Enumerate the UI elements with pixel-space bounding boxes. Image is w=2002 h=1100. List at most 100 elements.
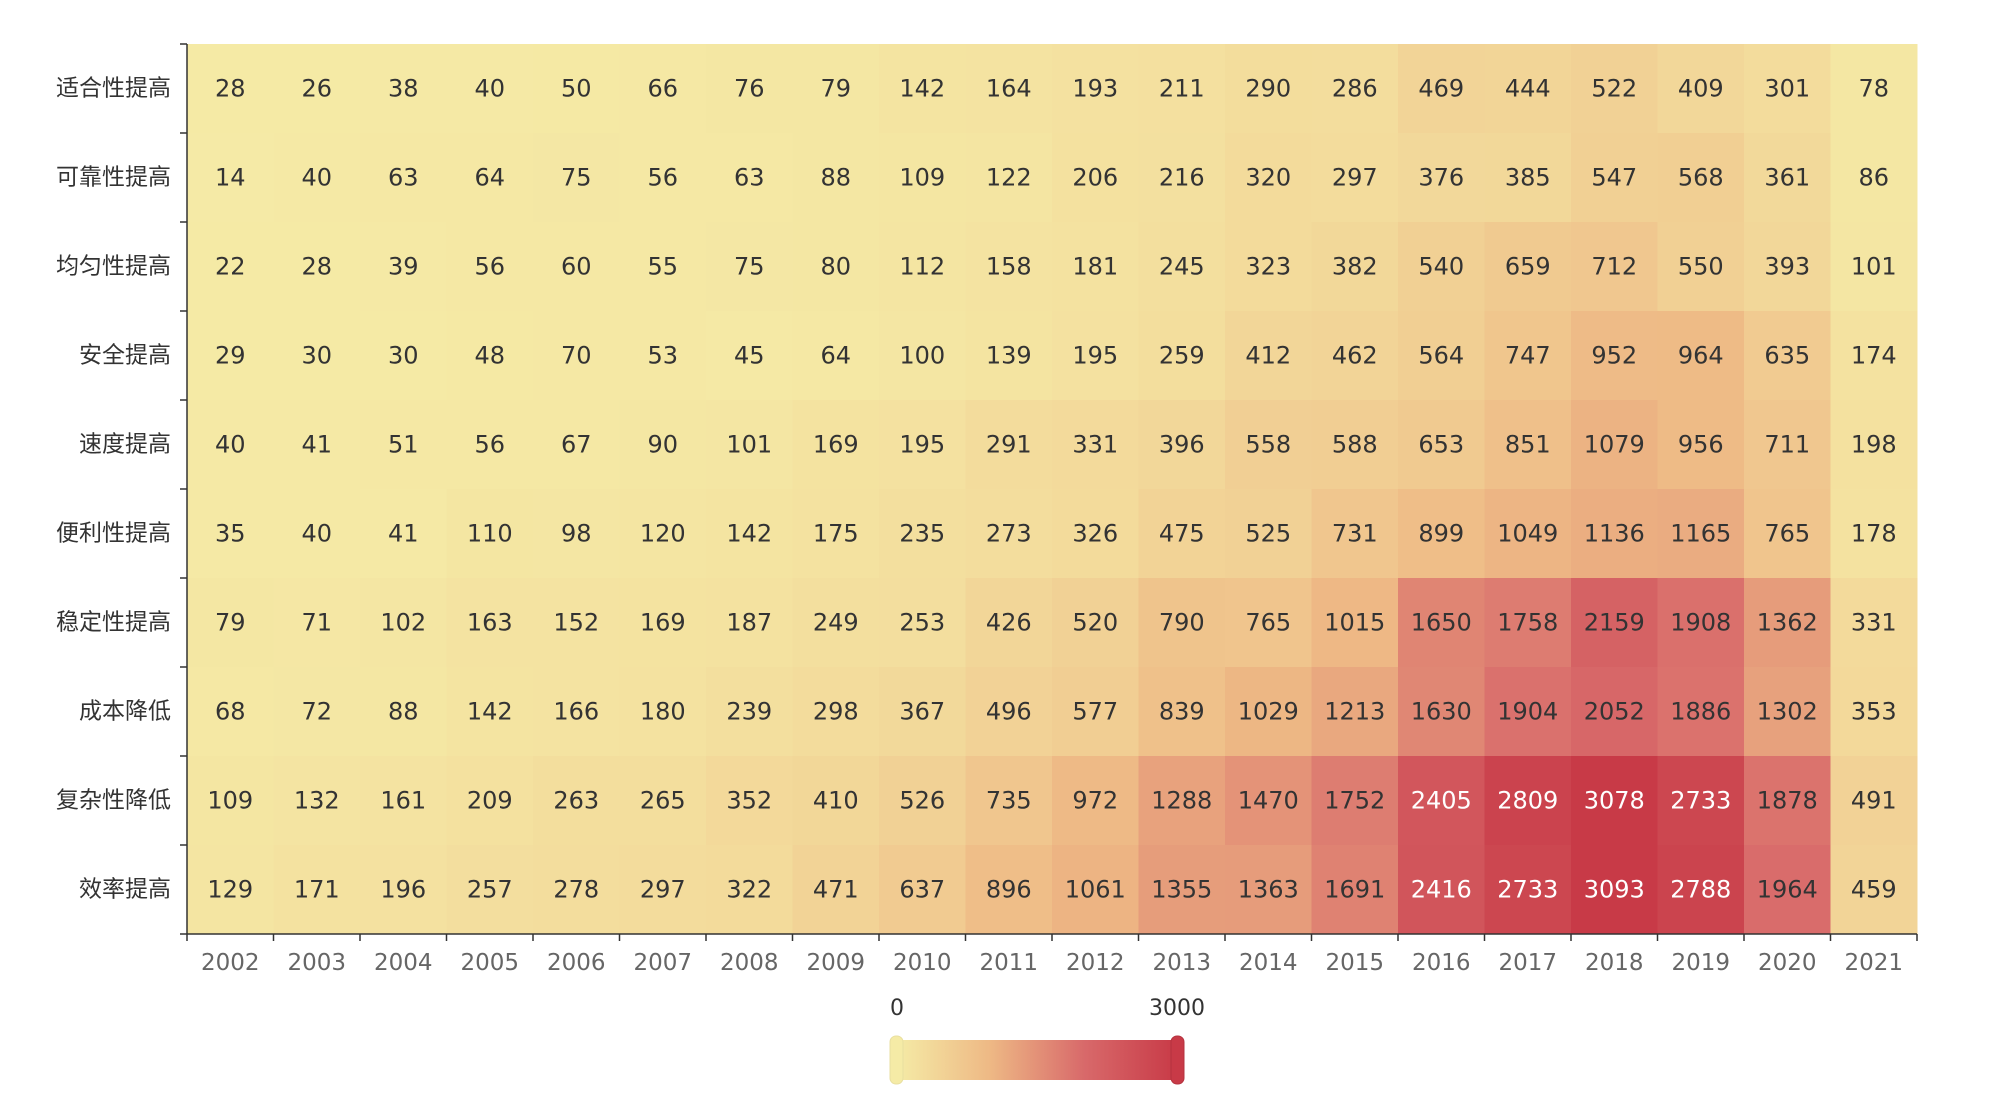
heatmap-cell[interactable] — [965, 489, 1053, 579]
heatmap-cell[interactable] — [1225, 578, 1312, 668]
heatmap-cell[interactable] — [273, 578, 361, 668]
heatmap-cell[interactable] — [360, 845, 447, 935]
heatmap-cell[interactable] — [1657, 44, 1745, 134]
heatmap-cell[interactable] — [1744, 578, 1831, 668]
heatmap-cell[interactable] — [1830, 222, 1918, 312]
heatmap-cell[interactable] — [706, 222, 793, 312]
heatmap-cell[interactable] — [619, 667, 707, 757]
heatmap-cell[interactable] — [1138, 667, 1226, 757]
heatmap-cell[interactable] — [187, 400, 274, 490]
heatmap-cell[interactable] — [1484, 667, 1572, 757]
heatmap-cell[interactable] — [1484, 400, 1572, 490]
heatmap-cell[interactable] — [619, 222, 707, 312]
heatmap-cell[interactable] — [1225, 133, 1312, 223]
heatmap-cell[interactable] — [1571, 578, 1658, 668]
heatmap-cell[interactable] — [360, 311, 447, 401]
heatmap-cell[interactable] — [1311, 578, 1399, 668]
heatmap-cell[interactable] — [1052, 311, 1139, 401]
heatmap-cell[interactable] — [706, 311, 793, 401]
heatmap-cell[interactable] — [273, 311, 361, 401]
heatmap-cell[interactable] — [965, 845, 1053, 935]
heatmap-cell[interactable] — [1311, 311, 1399, 401]
heatmap-cell[interactable] — [446, 44, 534, 134]
heatmap-cell[interactable] — [1398, 44, 1485, 134]
heatmap-cell[interactable] — [1484, 756, 1572, 846]
heatmap-cell[interactable] — [792, 489, 880, 579]
heatmap-cell[interactable] — [965, 578, 1053, 668]
heatmap-cell[interactable] — [1138, 400, 1226, 490]
heatmap-cell[interactable] — [1657, 845, 1745, 935]
heatmap-cell[interactable] — [1398, 222, 1485, 312]
heatmap-cell[interactable] — [360, 133, 447, 223]
heatmap-cell[interactable] — [1484, 578, 1572, 668]
heatmap-cell[interactable] — [1398, 845, 1485, 935]
heatmap-cell[interactable] — [1830, 845, 1918, 935]
heatmap-cell[interactable] — [1311, 222, 1399, 312]
heatmap-cell[interactable] — [446, 756, 534, 846]
heatmap-cell[interactable] — [706, 578, 793, 668]
heatmap-cell[interactable] — [706, 400, 793, 490]
heatmap-cell[interactable] — [533, 667, 620, 757]
heatmap-cell[interactable] — [446, 667, 534, 757]
heatmap-cell[interactable] — [360, 578, 447, 668]
heatmap-cell[interactable] — [792, 845, 880, 935]
heatmap-cell[interactable] — [533, 311, 620, 401]
heatmap-cell[interactable] — [1052, 222, 1139, 312]
heatmap-cell[interactable] — [619, 133, 707, 223]
heatmap-cell[interactable] — [706, 667, 793, 757]
heatmap-cell[interactable] — [1484, 44, 1572, 134]
heatmap-cell[interactable] — [965, 133, 1053, 223]
heatmap-cell[interactable] — [533, 44, 620, 134]
heatmap-cell[interactable] — [1225, 400, 1312, 490]
heatmap-cell[interactable] — [1138, 44, 1226, 134]
heatmap-cell[interactable] — [1311, 489, 1399, 579]
heatmap-cell[interactable] — [619, 578, 707, 668]
heatmap-cell[interactable] — [1830, 133, 1918, 223]
heatmap-cell[interactable] — [1138, 845, 1226, 935]
heatmap-cell[interactable] — [1744, 845, 1831, 935]
heatmap-cell[interactable] — [1744, 133, 1831, 223]
heatmap-cell[interactable] — [879, 311, 966, 401]
heatmap-cell[interactable] — [792, 667, 880, 757]
heatmap-cell[interactable] — [446, 489, 534, 579]
heatmap-cell[interactable] — [1830, 489, 1918, 579]
heatmap-cell[interactable] — [879, 756, 966, 846]
heatmap-cell[interactable] — [533, 845, 620, 935]
heatmap-cell[interactable] — [792, 222, 880, 312]
heatmap-cell[interactable] — [1398, 311, 1485, 401]
heatmap-cell[interactable] — [1571, 44, 1658, 134]
heatmap-cell[interactable] — [187, 667, 274, 757]
heatmap-cell[interactable] — [1398, 756, 1485, 846]
heatmap-cell[interactable] — [879, 44, 966, 134]
heatmap-cell[interactable] — [360, 667, 447, 757]
heatmap-cell[interactable] — [1052, 667, 1139, 757]
heatmap-cell[interactable] — [1398, 578, 1485, 668]
heatmap-cell[interactable] — [619, 845, 707, 935]
heatmap-cell[interactable] — [446, 222, 534, 312]
heatmap-cell[interactable] — [1225, 845, 1312, 935]
heatmap-cell[interactable] — [1484, 489, 1572, 579]
heatmap-cell[interactable] — [446, 845, 534, 935]
heatmap-cell[interactable] — [1830, 667, 1918, 757]
heatmap-cell[interactable] — [1225, 44, 1312, 134]
heatmap-cell[interactable] — [965, 400, 1053, 490]
heatmap-cell[interactable] — [273, 845, 361, 935]
heatmap-cell[interactable] — [1225, 667, 1312, 757]
heatmap-cell[interactable] — [1571, 489, 1658, 579]
heatmap-cell[interactable] — [273, 222, 361, 312]
heatmap-cell[interactable] — [1657, 578, 1745, 668]
heatmap-cell[interactable] — [1484, 222, 1572, 312]
heatmap-cell[interactable] — [1571, 133, 1658, 223]
heatmap-cell[interactable] — [446, 133, 534, 223]
heatmap-cell[interactable] — [706, 756, 793, 846]
heatmap-cell[interactable] — [706, 133, 793, 223]
visual-map-legend[interactable]: 0 3000 — [889, 996, 1205, 1085]
heatmap-cell[interactable] — [1744, 667, 1831, 757]
heatmap-cell[interactable] — [1484, 133, 1572, 223]
heatmap-cell[interactable] — [533, 578, 620, 668]
heatmap-cell[interactable] — [187, 489, 274, 579]
heatmap-cell[interactable] — [879, 667, 966, 757]
heatmap-cell[interactable] — [533, 489, 620, 579]
heatmap-cell[interactable] — [187, 845, 274, 935]
heatmap-cell[interactable] — [879, 578, 966, 668]
